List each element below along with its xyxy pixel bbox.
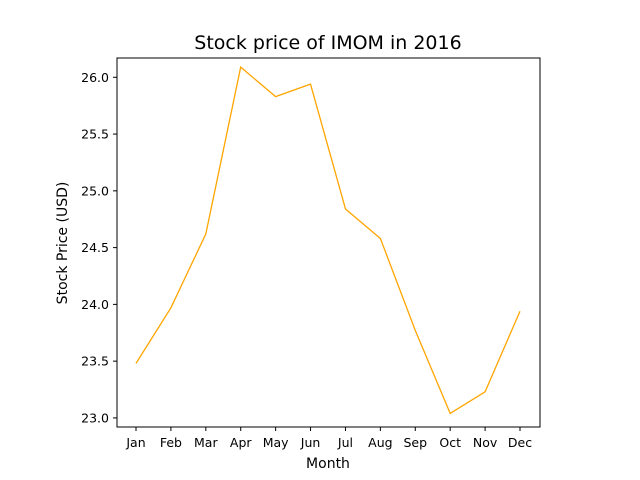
x-tick-label: Sep (403, 435, 427, 450)
x-tick-label: Nov (473, 435, 498, 450)
y-tick-label: 23.0 (81, 410, 109, 425)
x-tick-label: Oct (439, 435, 461, 450)
x-axis-label: Month (306, 456, 350, 472)
y-tick-label: 25.5 (81, 127, 109, 142)
y-tick-label: 25.0 (81, 183, 109, 198)
x-tick-label: Dec (508, 435, 532, 450)
x-tick-label: Mar (194, 435, 218, 450)
series-line (135, 65, 521, 415)
x-tick-label: Feb (160, 435, 182, 450)
axes-frame (116, 57, 541, 428)
x-tick-label: Apr (230, 435, 252, 450)
y-tick-label: 23.5 (81, 354, 109, 369)
x-tick-label: Aug (368, 435, 392, 450)
x-tick-label: Jul (337, 435, 353, 450)
plot-area: Jan Feb Mar Apr May Jun Jul Aug Sep Oct Nov Dec 23.0… (81, 57, 541, 450)
y-axis-label: Stock Price (USD) (55, 182, 71, 305)
x-tick-label: May (263, 435, 289, 450)
y-tick-label: 24.5 (81, 240, 109, 255)
y-tick-label: 24.0 (81, 297, 109, 312)
y-tick-label: 26.0 (81, 70, 109, 85)
chart-title: Stock price of IMOM in 2016 (194, 32, 461, 54)
x-tick-label: Jun (300, 435, 321, 450)
x-tick-label: Jan (125, 435, 145, 450)
